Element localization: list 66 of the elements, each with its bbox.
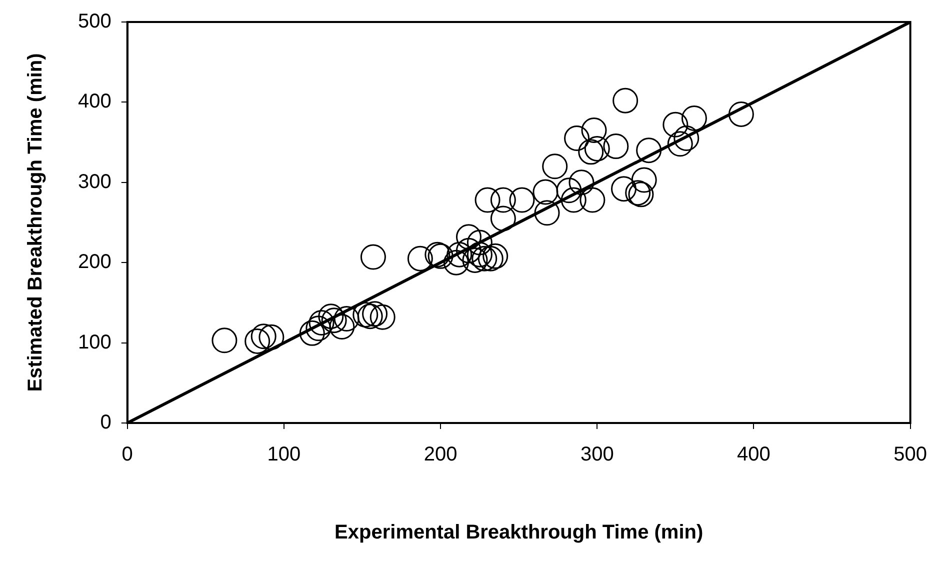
x-tick-label: 0 xyxy=(122,444,133,466)
point xyxy=(244,328,270,354)
point xyxy=(580,187,606,213)
y-axis-title: Estimated Breakthrough Time (min) xyxy=(24,53,47,392)
point xyxy=(612,88,638,114)
point xyxy=(308,310,334,336)
point xyxy=(299,320,325,346)
point xyxy=(258,324,284,350)
point xyxy=(443,250,469,276)
y-tick-label: 200 xyxy=(78,251,112,274)
point xyxy=(490,187,516,213)
y-tick-label: 400 xyxy=(78,90,112,113)
point xyxy=(482,243,508,269)
point xyxy=(532,179,558,205)
point xyxy=(631,167,657,193)
point xyxy=(681,105,707,131)
point xyxy=(564,126,590,152)
point xyxy=(578,139,604,165)
point xyxy=(490,206,516,232)
point xyxy=(250,324,276,350)
point xyxy=(352,302,378,328)
x-tick-label: 300 xyxy=(580,444,614,466)
point xyxy=(456,238,482,264)
x-axis-title: Experimental Breakthrough Time (min) xyxy=(334,522,704,544)
y-tick-label: 100 xyxy=(78,331,112,354)
point xyxy=(407,246,433,272)
point xyxy=(362,301,388,327)
x-tick-label: 100 xyxy=(267,444,301,466)
point xyxy=(318,304,344,330)
point xyxy=(329,314,355,340)
y-tick-label: 0 xyxy=(100,412,112,434)
point xyxy=(321,308,347,334)
point xyxy=(474,187,500,213)
point xyxy=(556,178,582,204)
x-tick-label: 200 xyxy=(424,444,458,466)
point xyxy=(581,118,607,144)
point xyxy=(478,246,504,272)
y-tick-label: 500 xyxy=(78,10,112,33)
point xyxy=(560,187,586,213)
point xyxy=(568,170,594,196)
point xyxy=(357,304,383,330)
x-tick-label: 400 xyxy=(737,444,770,466)
y-tick-label: 300 xyxy=(78,170,112,193)
point xyxy=(603,134,629,160)
point xyxy=(534,200,560,226)
point xyxy=(360,244,386,270)
point xyxy=(462,247,488,273)
point xyxy=(466,242,492,268)
point xyxy=(611,176,637,202)
point xyxy=(674,126,700,152)
point xyxy=(446,242,472,268)
point xyxy=(306,316,332,342)
point xyxy=(212,328,238,354)
x-tick-label: 500 xyxy=(894,444,928,466)
point xyxy=(334,306,360,332)
point xyxy=(542,154,568,180)
point xyxy=(466,230,492,256)
point xyxy=(584,136,610,162)
point xyxy=(509,187,535,213)
point xyxy=(662,112,688,138)
point xyxy=(370,304,396,330)
point xyxy=(456,224,482,250)
point xyxy=(667,131,693,157)
point xyxy=(636,138,662,164)
point xyxy=(728,101,754,127)
point xyxy=(472,246,498,272)
